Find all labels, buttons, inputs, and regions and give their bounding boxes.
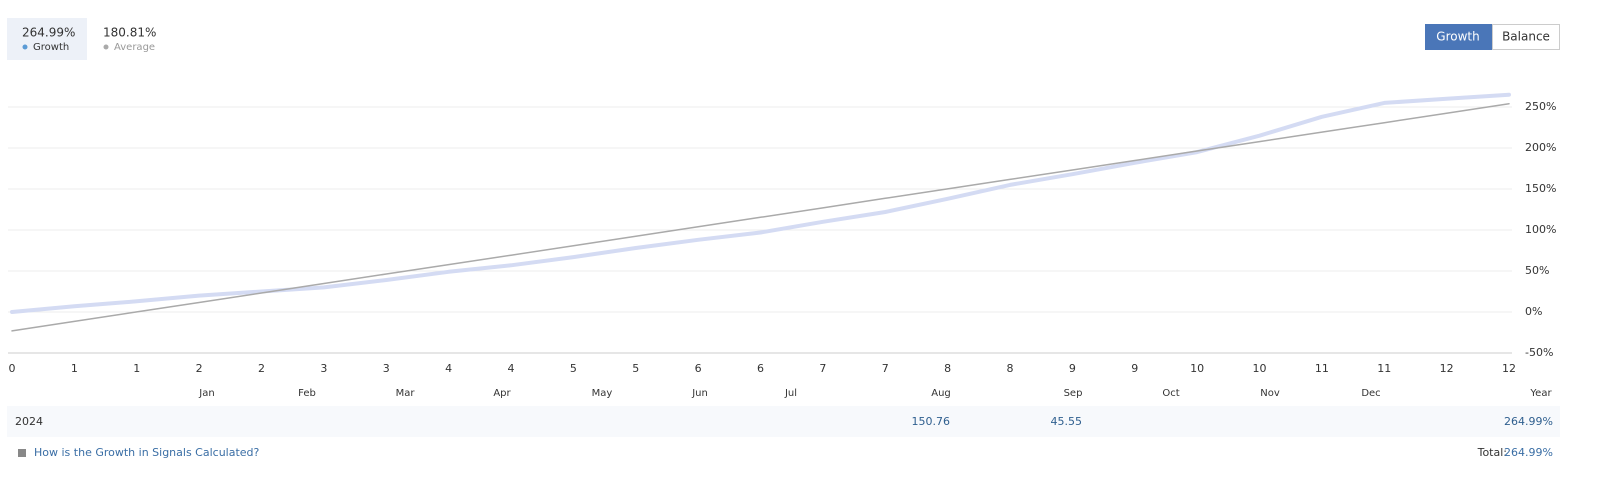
series-line — [10, 92, 1511, 314]
x-tick-label: 3 — [320, 362, 327, 375]
x-tick-label: 11 — [1377, 362, 1391, 375]
x-tick-label: 9 — [1069, 362, 1076, 375]
x-tick-label: 3 — [383, 362, 390, 375]
y-tick-label: 100% — [1525, 223, 1556, 236]
help-link[interactable]: How is the Growth in Signals Calculated? — [34, 446, 260, 459]
legend-dot — [103, 44, 109, 50]
table-column-header: May — [592, 388, 613, 399]
balance-button[interactable] — [1492, 24, 1560, 50]
table-column-header: Mar — [396, 388, 416, 399]
help-icon — [18, 449, 26, 457]
table-row-bg — [7, 406, 1560, 437]
x-tick-label: 7 — [819, 362, 826, 375]
balance-button-label[interactable]: Balance — [1502, 30, 1550, 44]
x-tick-label: 1 — [71, 362, 78, 375]
y-tick-label: -50% — [1525, 346, 1553, 359]
x-tick-label: 10 — [1190, 362, 1204, 375]
table-column-header: Oct — [1162, 388, 1179, 399]
y-tick-label: 50% — [1525, 264, 1549, 277]
growth-button-label[interactable]: Growth — [1436, 30, 1479, 44]
series-line — [11, 102, 1510, 332]
x-tick-label: 0 — [9, 362, 16, 375]
table-cell: 264.99% — [1504, 415, 1553, 428]
x-tick-label: 12 — [1440, 362, 1454, 375]
table-column-header: Dec — [1361, 388, 1380, 399]
x-tick-label: 9 — [1131, 362, 1138, 375]
x-tick-label: 2 — [196, 362, 203, 375]
legend-dot — [22, 44, 28, 50]
x-tick-label: 1 — [133, 362, 140, 375]
x-tick-label: 4 — [445, 362, 452, 375]
x-tick-label: 8 — [944, 362, 951, 375]
summary-average-value: 180.81% — [103, 26, 156, 40]
growth-button[interactable] — [1425, 24, 1492, 50]
x-tick-label: 4 — [508, 362, 515, 375]
table-cell: 45.55 — [1051, 415, 1083, 428]
table-column-header: Jan — [198, 388, 214, 399]
table-column-header: Aug — [931, 388, 951, 399]
table-column-header: Nov — [1260, 388, 1280, 399]
x-tick-label: 5 — [632, 362, 639, 375]
table-column-header: Sep — [1064, 388, 1083, 399]
summary-growth-label: Growth — [33, 42, 69, 53]
y-tick-label: 150% — [1525, 182, 1556, 195]
x-tick-label: 7 — [882, 362, 889, 375]
x-tick-label: 5 — [570, 362, 577, 375]
summary-average-label: Average — [114, 42, 155, 53]
x-tick-label: 8 — [1007, 362, 1014, 375]
y-tick-label: 200% — [1525, 141, 1556, 154]
x-tick-label: 6 — [757, 362, 764, 375]
x-tick-label: 2 — [258, 362, 265, 375]
y-tick-label: 0% — [1525, 305, 1542, 318]
table-column-header: Jul — [784, 388, 797, 399]
table-column-header: Year — [1529, 388, 1552, 399]
total-value: 264.99% — [1504, 446, 1553, 459]
x-tick-label: 12 — [1502, 362, 1516, 375]
total-label: Total: — [1477, 446, 1507, 459]
x-tick-label: 11 — [1315, 362, 1329, 375]
table-column-header: Jun — [691, 388, 708, 399]
table-row-label: 2024 — [15, 415, 43, 428]
y-tick-label: 250% — [1525, 100, 1556, 113]
x-tick-label: 6 — [695, 362, 702, 375]
table-column-header: Feb — [298, 388, 316, 399]
summary-growth-value: 264.99% — [22, 26, 75, 40]
summary-active-bg — [7, 18, 87, 60]
table-cell: 150.76 — [912, 415, 951, 428]
x-tick-label: 10 — [1253, 362, 1267, 375]
table-column-header: Apr — [493, 388, 511, 399]
